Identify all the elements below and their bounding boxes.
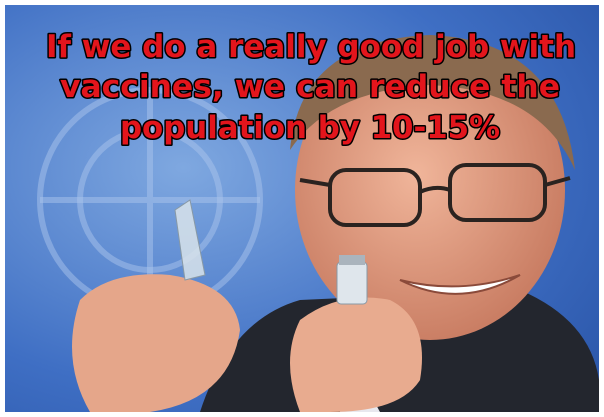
caption-line: If we do a really good job with [46, 29, 576, 65]
caption-line: population by 10-15% [120, 110, 500, 146]
caption-line: vaccines, we can reduce the [60, 69, 560, 105]
caption: If we do a really good job with vaccines… [45, 28, 578, 148]
photo [5, 5, 599, 412]
